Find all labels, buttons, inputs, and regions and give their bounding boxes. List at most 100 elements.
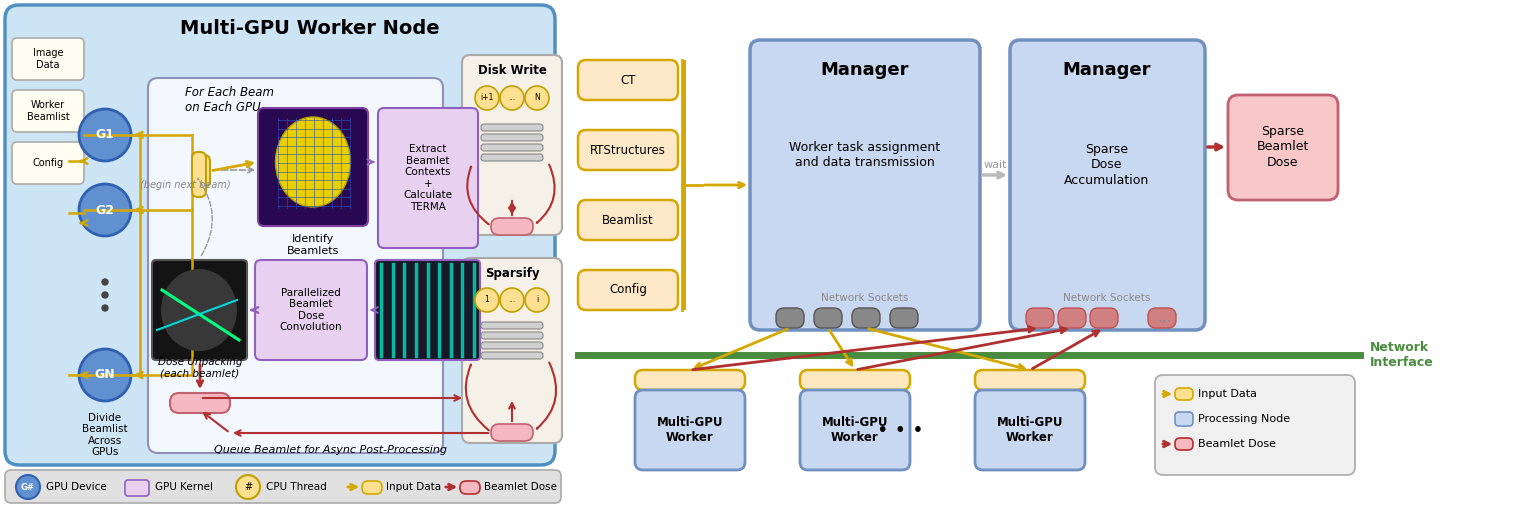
FancyBboxPatch shape bbox=[462, 258, 561, 443]
FancyBboxPatch shape bbox=[634, 390, 745, 470]
Circle shape bbox=[525, 288, 549, 312]
FancyBboxPatch shape bbox=[852, 308, 881, 328]
Text: For Each Beam
on Each GPU: For Each Beam on Each GPU bbox=[186, 86, 274, 114]
Text: Input Data: Input Data bbox=[1199, 389, 1256, 399]
FancyBboxPatch shape bbox=[1227, 95, 1338, 200]
FancyBboxPatch shape bbox=[256, 260, 367, 360]
Text: i+1: i+1 bbox=[481, 93, 494, 103]
FancyBboxPatch shape bbox=[1091, 308, 1118, 328]
FancyBboxPatch shape bbox=[800, 370, 910, 390]
Text: Multi-GPU
Worker: Multi-GPU Worker bbox=[821, 416, 888, 444]
FancyArrowPatch shape bbox=[198, 178, 213, 256]
Text: Config: Config bbox=[32, 158, 64, 168]
FancyBboxPatch shape bbox=[578, 200, 678, 240]
Circle shape bbox=[500, 86, 525, 110]
FancyBboxPatch shape bbox=[1176, 388, 1192, 400]
Text: Multi-GPU Worker Node: Multi-GPU Worker Node bbox=[179, 18, 440, 38]
Text: Queue Beamlet for Async Post-Processing: Queue Beamlet for Async Post-Processing bbox=[213, 445, 447, 455]
Text: #: # bbox=[243, 482, 252, 492]
Text: G1: G1 bbox=[96, 129, 114, 142]
Text: GPU Kernel: GPU Kernel bbox=[155, 482, 213, 492]
Text: Divide
Beamlist
Across
GPUs: Divide Beamlist Across GPUs bbox=[82, 412, 128, 457]
Circle shape bbox=[79, 349, 131, 401]
FancyBboxPatch shape bbox=[192, 152, 205, 197]
FancyBboxPatch shape bbox=[578, 130, 678, 170]
Text: Beamlist: Beamlist bbox=[602, 213, 654, 227]
FancyBboxPatch shape bbox=[362, 481, 382, 494]
Text: G#: G# bbox=[21, 483, 35, 492]
Circle shape bbox=[79, 184, 131, 236]
Text: Multi-GPU
Worker: Multi-GPU Worker bbox=[996, 416, 1063, 444]
FancyBboxPatch shape bbox=[5, 470, 561, 503]
FancyBboxPatch shape bbox=[481, 332, 543, 339]
Text: Multi-GPU
Worker: Multi-GPU Worker bbox=[657, 416, 724, 444]
Text: Worker
Beamlist: Worker Beamlist bbox=[27, 100, 70, 122]
FancyBboxPatch shape bbox=[890, 308, 919, 328]
Circle shape bbox=[475, 288, 499, 312]
FancyBboxPatch shape bbox=[491, 424, 532, 441]
Circle shape bbox=[102, 292, 108, 298]
FancyBboxPatch shape bbox=[1010, 40, 1205, 330]
Text: Dose Unpacking
(each beamlet): Dose Unpacking (each beamlet) bbox=[158, 357, 242, 379]
FancyBboxPatch shape bbox=[975, 370, 1084, 390]
Text: Beamlet Dose: Beamlet Dose bbox=[1199, 439, 1276, 449]
FancyBboxPatch shape bbox=[1176, 438, 1192, 450]
Text: CPU Thread: CPU Thread bbox=[266, 482, 327, 492]
FancyBboxPatch shape bbox=[800, 390, 910, 470]
FancyBboxPatch shape bbox=[481, 134, 543, 141]
Ellipse shape bbox=[275, 117, 350, 207]
FancyBboxPatch shape bbox=[491, 218, 532, 235]
FancyBboxPatch shape bbox=[5, 5, 555, 465]
Text: RTStructures: RTStructures bbox=[590, 143, 666, 156]
Text: Beamlet Dose: Beamlet Dose bbox=[484, 482, 557, 492]
Text: Processing Node: Processing Node bbox=[1199, 414, 1290, 424]
Text: Config: Config bbox=[608, 283, 646, 297]
FancyBboxPatch shape bbox=[634, 370, 745, 390]
Text: Input Data: Input Data bbox=[386, 482, 441, 492]
FancyBboxPatch shape bbox=[125, 480, 149, 496]
Text: i: i bbox=[535, 296, 538, 304]
Text: Identify
Beamlets: Identify Beamlets bbox=[287, 234, 339, 256]
FancyBboxPatch shape bbox=[681, 60, 686, 310]
Text: • • •: • • • bbox=[876, 421, 923, 439]
FancyBboxPatch shape bbox=[481, 124, 543, 131]
Text: Image
Data: Image Data bbox=[33, 48, 64, 70]
FancyBboxPatch shape bbox=[148, 78, 443, 453]
Text: ...: ... bbox=[1157, 310, 1173, 326]
Circle shape bbox=[79, 109, 131, 161]
FancyBboxPatch shape bbox=[975, 390, 1084, 470]
FancyBboxPatch shape bbox=[481, 144, 543, 151]
Text: N: N bbox=[534, 93, 540, 103]
FancyBboxPatch shape bbox=[481, 322, 543, 329]
Text: Sparsify: Sparsify bbox=[485, 267, 540, 279]
Text: Network
Interface: Network Interface bbox=[1370, 341, 1434, 369]
Text: Extract
Beamlet
Contexts
+
Calculate
TERMA: Extract Beamlet Contexts + Calculate TER… bbox=[403, 144, 453, 212]
Text: Network Sockets: Network Sockets bbox=[821, 293, 908, 303]
Circle shape bbox=[102, 305, 108, 311]
Text: Manager: Manager bbox=[1063, 61, 1151, 79]
Circle shape bbox=[17, 475, 40, 499]
Text: CT: CT bbox=[621, 74, 636, 86]
Text: Worker task assignment
and data transmission: Worker task assignment and data transmis… bbox=[789, 141, 940, 169]
Text: Network Sockets: Network Sockets bbox=[1063, 293, 1151, 303]
Text: Manager: Manager bbox=[821, 61, 910, 79]
Text: 1: 1 bbox=[485, 296, 490, 304]
Text: Parallelized
Beamlet
Dose
Convolution: Parallelized Beamlet Dose Convolution bbox=[280, 288, 342, 332]
FancyBboxPatch shape bbox=[259, 108, 368, 226]
FancyArrowPatch shape bbox=[537, 363, 557, 429]
Circle shape bbox=[525, 86, 549, 110]
FancyBboxPatch shape bbox=[1176, 412, 1192, 426]
Text: G2: G2 bbox=[96, 204, 114, 216]
FancyBboxPatch shape bbox=[481, 154, 543, 161]
FancyBboxPatch shape bbox=[1059, 308, 1086, 328]
Text: Sparse
Dose
Accumulation: Sparse Dose Accumulation bbox=[1065, 143, 1150, 186]
FancyBboxPatch shape bbox=[376, 260, 481, 360]
FancyBboxPatch shape bbox=[152, 260, 246, 360]
FancyArrowPatch shape bbox=[467, 167, 488, 225]
FancyArrowPatch shape bbox=[465, 365, 488, 430]
Text: ...: ... bbox=[508, 93, 516, 103]
FancyBboxPatch shape bbox=[459, 481, 481, 494]
FancyBboxPatch shape bbox=[1027, 308, 1054, 328]
Text: GN: GN bbox=[94, 368, 116, 382]
Circle shape bbox=[102, 279, 108, 285]
